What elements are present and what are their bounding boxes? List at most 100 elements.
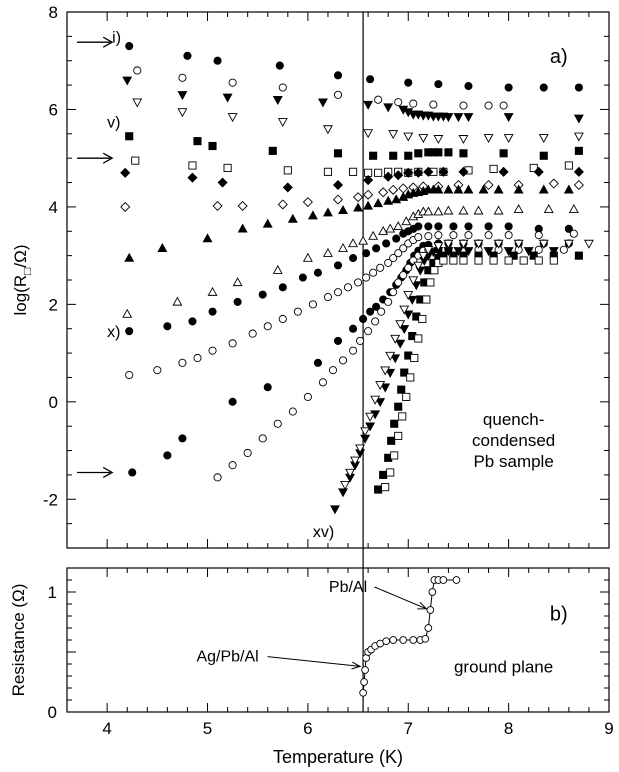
y-label-text: log(R xyxy=(11,275,30,316)
annotation-line: quench- xyxy=(483,410,544,429)
y-label-subscript: □ xyxy=(20,268,34,275)
filled-diamond-marker xyxy=(187,172,198,183)
open-triangle-up-marker xyxy=(393,221,404,231)
open-square-marker xyxy=(414,334,423,343)
open-triangle-down-marker xyxy=(323,125,333,135)
open-square-marker xyxy=(223,163,232,172)
filled-triangle-up-marker xyxy=(391,194,402,204)
open-triangle-down-marker xyxy=(380,366,391,376)
open-circle-marker xyxy=(394,98,403,107)
open-square-marker xyxy=(519,256,528,265)
filled-triangle-down-marker xyxy=(573,114,584,124)
filled-circle-marker xyxy=(404,78,413,87)
open-diamond-marker xyxy=(548,178,559,189)
open-triangle-down-marker xyxy=(365,412,376,422)
open-circle-marker xyxy=(323,293,333,302)
open-square-marker xyxy=(534,256,543,265)
filled-square-marker xyxy=(574,251,583,260)
label-arrow-line xyxy=(374,586,427,610)
filled-triangle-down-marker xyxy=(177,91,188,101)
open-circle-marker xyxy=(399,244,408,253)
open-triangle-up-marker xyxy=(272,264,283,274)
x-tick-label: 5 xyxy=(203,719,212,738)
filled-circle-marker xyxy=(392,234,401,243)
open-triangle-up-marker xyxy=(378,225,389,235)
open-triangle-up-marker xyxy=(401,216,412,226)
filled-triangle-up-marker xyxy=(538,184,549,194)
open-circle-marker xyxy=(371,317,380,326)
filled-square-marker xyxy=(390,419,399,428)
open-circle-marker xyxy=(273,419,282,428)
open-triangle-down-marker xyxy=(350,456,361,466)
filled-triangle-down-marker xyxy=(385,368,396,378)
open-circle-marker xyxy=(559,245,568,254)
open-triangle-up-marker xyxy=(493,205,504,215)
x-tick-label: 7 xyxy=(404,719,413,738)
open-circle-marker xyxy=(258,434,267,443)
filled-circle-marker xyxy=(434,222,443,231)
y-tick-label: 2 xyxy=(49,295,58,314)
filled-triangle-down-marker xyxy=(453,113,464,123)
filled-circle-marker xyxy=(333,261,343,270)
filled-triangle-up-marker xyxy=(383,195,394,205)
filled-square-marker xyxy=(394,402,403,411)
open-circle-marker xyxy=(354,278,363,287)
filled-triangle-down-marker xyxy=(395,339,406,349)
panel-b-y-tick-labels: 01 xyxy=(48,583,57,722)
open-triangle-up-marker xyxy=(302,252,313,262)
filled-triangle-up-marker xyxy=(478,184,489,194)
open-circle-marker xyxy=(399,636,408,644)
open-triangle-up-marker xyxy=(368,230,379,240)
filled-triangle-up-marker xyxy=(433,184,444,194)
filled-triangle-down-marker xyxy=(463,247,474,257)
open-circle-marker xyxy=(399,271,408,280)
open-triangle-down-marker xyxy=(132,98,143,108)
panel-a-curve-labels: i) v) x) xv) xyxy=(107,29,334,541)
open-circle-marker xyxy=(421,634,430,643)
open-square-marker xyxy=(386,468,395,477)
filled-circle-marker xyxy=(313,358,322,367)
filled-triangle-up-marker xyxy=(262,218,273,228)
x-tick-labels: 4 5 6 7 8 9 xyxy=(102,719,613,738)
filled-triangle-up-marker xyxy=(307,210,318,220)
open-square-marker xyxy=(564,161,573,170)
filled-triangle-down-marker xyxy=(122,76,133,86)
filled-circle-marker xyxy=(208,307,217,316)
open-circle-marker xyxy=(384,258,393,267)
open-circle-marker xyxy=(125,370,134,380)
open-circle-marker xyxy=(449,231,458,240)
filled-triangle-up-marker xyxy=(443,184,454,194)
filled-circle-marker xyxy=(564,224,573,233)
open-triangle-down-marker xyxy=(563,239,574,249)
filled-triangle-down-marker xyxy=(443,113,454,123)
filled-circle-marker xyxy=(349,254,358,263)
open-circle-marker xyxy=(389,288,398,297)
x-tick-label: 9 xyxy=(604,719,613,738)
filled-square-marker xyxy=(125,132,134,141)
filled-square-marker xyxy=(499,149,508,158)
filled-triangle-down-marker xyxy=(363,100,374,110)
filled-triangle-up-marker xyxy=(237,223,248,233)
open-circle-marker xyxy=(424,624,433,632)
filled-diamond-marker xyxy=(498,166,509,177)
filled-circle-marker xyxy=(504,83,513,92)
filled-diamond-marker xyxy=(363,175,374,186)
open-square-marker xyxy=(459,256,468,265)
filled-diamond-marker xyxy=(458,166,469,177)
x-tick-label: 4 xyxy=(102,719,111,738)
open-circle-marker xyxy=(428,588,437,596)
open-circle-marker xyxy=(360,678,368,686)
open-square-marker xyxy=(439,256,448,265)
x-axis-label: Temperature (K) xyxy=(273,747,403,767)
y-tick-label: 8 xyxy=(49,3,58,22)
open-square-marker xyxy=(422,295,431,304)
open-circle-marker xyxy=(459,101,468,110)
filled-square-marker xyxy=(414,149,423,158)
filled-triangle-up-marker xyxy=(373,198,384,208)
open-circle-marker xyxy=(409,636,418,644)
open-triangle-down-marker xyxy=(390,334,401,344)
open-triangle-up-marker xyxy=(172,296,183,306)
panel-b-y-axis-label: Resistance (Ω) xyxy=(9,584,28,697)
open-circle-marker xyxy=(569,229,578,238)
open-circle-marker xyxy=(414,233,423,242)
